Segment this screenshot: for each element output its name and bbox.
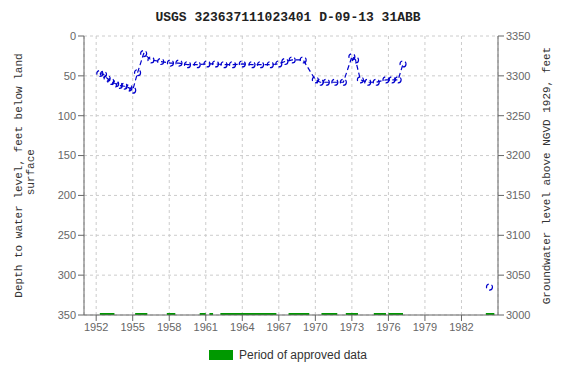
svg-text:1970: 1970: [303, 321, 327, 333]
svg-text:1952: 1952: [84, 321, 108, 333]
svg-text:3050: 3050: [506, 269, 530, 281]
html-text:USGS 323637111023401 D-09-13 3: USGS 323637111023401 D-09-13 31ABB: [155, 10, 421, 25]
svg-text:1964: 1964: [230, 321, 254, 333]
html-text:Period of approved data: Period of approved data: [239, 348, 367, 362]
svg-text:250: 250: [58, 229, 76, 241]
svg-text:Depth to water level, feet bel: Depth to water level, feet below land su…: [13, 53, 37, 297]
svg-text:1955: 1955: [120, 321, 144, 333]
svg-text:3200: 3200: [506, 149, 530, 161]
svg-text:3350: 3350: [506, 30, 530, 42]
svg-text:350: 350: [58, 309, 76, 321]
svg-text:3150: 3150: [506, 189, 530, 201]
svg-text:1976: 1976: [376, 321, 400, 333]
svg-text:1958: 1958: [157, 321, 181, 333]
svg-text:1967: 1967: [267, 321, 291, 333]
svg-text:3250: 3250: [506, 110, 530, 122]
svg-text:1979: 1979: [413, 321, 437, 333]
svg-text:300: 300: [58, 269, 76, 281]
svg-text:150: 150: [58, 149, 76, 161]
svg-text:1982: 1982: [449, 321, 473, 333]
svg-text:0: 0: [70, 30, 76, 42]
svg-text:3100: 3100: [506, 229, 530, 241]
svg-text:Groundwater level above NGVD 1: Groundwater level above NGVD 1929, feet: [541, 47, 553, 304]
svg-text:200: 200: [58, 189, 76, 201]
svg-text:100: 100: [58, 110, 76, 122]
svg-text:50: 50: [64, 70, 76, 82]
svg-text:3300: 3300: [506, 70, 530, 82]
svg-text:3000: 3000: [506, 309, 530, 321]
svg-text:1973: 1973: [340, 321, 364, 333]
svg-text:1961: 1961: [194, 321, 218, 333]
